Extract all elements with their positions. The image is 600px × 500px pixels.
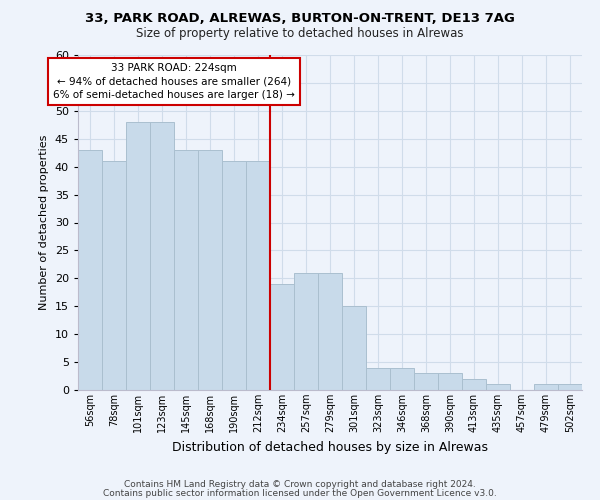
Bar — [294, 273, 318, 390]
Bar — [174, 150, 198, 390]
Text: Contains HM Land Registry data © Crown copyright and database right 2024.: Contains HM Land Registry data © Crown c… — [124, 480, 476, 489]
Bar — [222, 161, 246, 390]
Bar — [438, 373, 462, 390]
Bar — [102, 161, 126, 390]
Bar — [198, 150, 222, 390]
Bar — [558, 384, 582, 390]
Text: Contains public sector information licensed under the Open Government Licence v3: Contains public sector information licen… — [103, 489, 497, 498]
Y-axis label: Number of detached properties: Number of detached properties — [39, 135, 49, 310]
Bar — [486, 384, 510, 390]
Text: 33 PARK ROAD: 224sqm
← 94% of detached houses are smaller (264)
6% of semi-detac: 33 PARK ROAD: 224sqm ← 94% of detached h… — [53, 64, 295, 100]
Bar — [414, 373, 438, 390]
Bar — [462, 379, 486, 390]
Text: 33, PARK ROAD, ALREWAS, BURTON-ON-TRENT, DE13 7AG: 33, PARK ROAD, ALREWAS, BURTON-ON-TRENT,… — [85, 12, 515, 26]
Bar — [150, 122, 174, 390]
Bar — [534, 384, 558, 390]
Bar — [390, 368, 414, 390]
X-axis label: Distribution of detached houses by size in Alrewas: Distribution of detached houses by size … — [172, 440, 488, 454]
Bar — [126, 122, 150, 390]
Bar — [78, 150, 102, 390]
Bar — [342, 306, 366, 390]
Bar — [318, 273, 342, 390]
Bar — [270, 284, 294, 390]
Bar — [366, 368, 390, 390]
Text: Size of property relative to detached houses in Alrewas: Size of property relative to detached ho… — [136, 28, 464, 40]
Bar — [246, 161, 270, 390]
